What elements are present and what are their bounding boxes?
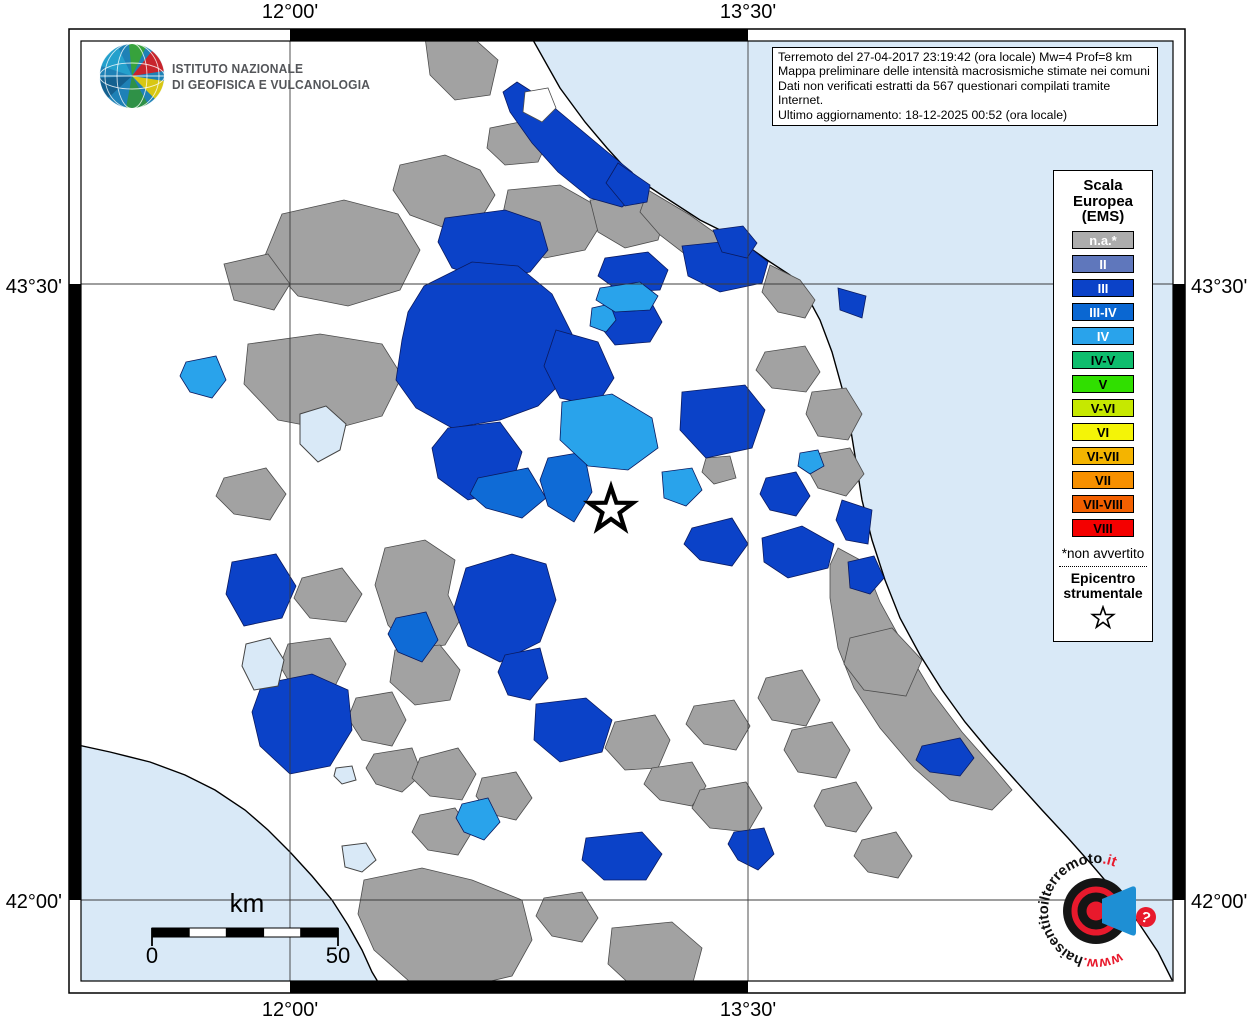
ingv-name-line1: ISTITUTO NAZIONALE: [172, 62, 304, 76]
ems-legend: Scala Europea (EMS) n.a.* II III III-IV IV IV…: [1053, 170, 1153, 642]
legend-swatch-vi-vii: VI-VII: [1072, 446, 1134, 465]
lat-label-left-top: 43°30': [5, 276, 62, 298]
municipalities-intensity-iii-iv: [387, 451, 593, 663]
logo-question-badge: [1136, 907, 1156, 927]
legend-swatch-iv: IV: [1072, 326, 1134, 345]
legend-swatch-n-a-: n.a.*: [1072, 230, 1134, 249]
graticule-grid: [81, 41, 1173, 981]
municipalities-intensity-iii: [225, 81, 975, 881]
earthquake-info-box: Terremoto del 27-04-2017 23:19:42 (ora l…: [772, 47, 1158, 127]
info-line-source: Dati non verificati estratti da 567 ques…: [778, 78, 1111, 108]
info-line-event: Terremoto del 27-04-2017 23:19:42 (ora l…: [778, 50, 1133, 64]
scale-bar: [151, 927, 339, 946]
municipality-no-data: [522, 87, 557, 123]
lon-label-bottom-right: 13°30': [719, 999, 777, 1021]
legend-epicenter-label: Epicentro strumentale: [1063, 569, 1143, 601]
municipalities-not-felt: [215, 41, 1013, 981]
legend-swatch-iii-iv: III-IV: [1072, 302, 1134, 321]
legend-swatch-vii-viii: VII-VIII: [1072, 494, 1134, 513]
lat-label-right-bottom: 42°00': [1191, 891, 1248, 913]
scale-unit-label: km: [229, 888, 265, 918]
legend-divider: [1059, 565, 1147, 567]
ingv-name-line2: DI GEOFISICA E VULCANOLOGIA: [172, 78, 371, 92]
scale-start-label: 0: [145, 943, 159, 968]
legend-swatch-viii: VIII: [1072, 518, 1134, 537]
haisentitoilterremoto-logo: ? www.haisentitoilterremoto.it: [1036, 851, 1156, 971]
legend-swatch-v-vi: V-VI: [1072, 398, 1134, 417]
scale-end-label: 50: [325, 943, 351, 968]
lon-label-top-right: 13°30': [719, 1, 777, 23]
info-line-update: Ultimo aggiornamento: 18-12-2025 00:52 (…: [778, 107, 1068, 122]
ingv-logo-text: ISTITUTO NAZIONALE DI GEOFISICA E VULCAN…: [172, 61, 370, 93]
legend-swatch-vii: VII: [1072, 470, 1134, 489]
lat-label-left-bottom: 42°00': [5, 891, 62, 913]
legend-swatch-vi: VI: [1072, 422, 1134, 441]
legend-footnote: *non avvertito: [1061, 545, 1145, 561]
tyrrhenian-sea: [81, 744, 379, 981]
logo-text-www: www.: [1081, 949, 1126, 971]
municipalities-intensity-iv: [179, 281, 825, 841]
legend-title: Scala Europea (EMS): [1072, 177, 1133, 225]
info-line-maptype: Mappa preliminare delle intensità macros…: [778, 64, 1150, 79]
legend-swatch-v: V: [1072, 374, 1134, 393]
logo-megaphone-icon: [1102, 886, 1136, 936]
lon-label-bottom-left: 12°00': [261, 999, 319, 1021]
legend-items: n.a.* II III III-IV IV IV-V V V-VI VI VI-VII VII VI…: [1054, 230, 1152, 537]
legend-epicenter-star-icon: [1090, 604, 1116, 629]
legend-swatch-iii: III: [1072, 278, 1134, 297]
legend-swatch-iv-v: IV-V: [1072, 350, 1134, 369]
lat-label-right-top: 43°30': [1191, 276, 1248, 298]
legend-swatch-ii: II: [1072, 254, 1134, 273]
lakes: [241, 405, 377, 873]
logo-text-it: .it: [1101, 852, 1118, 871]
map-frame: [68, 28, 1186, 994]
epicenter-star: [582, 480, 640, 534]
ingv-globe-logo: [99, 43, 165, 109]
lon-label-top-left: 12°00': [261, 1, 319, 23]
